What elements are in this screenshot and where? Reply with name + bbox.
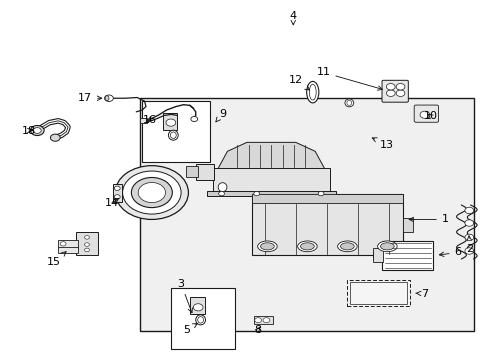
Polygon shape (217, 142, 325, 169)
Circle shape (84, 248, 89, 252)
Bar (185, 166, 198, 177)
Circle shape (33, 128, 41, 134)
Bar (58, 240, 78, 248)
Text: 12: 12 (288, 75, 309, 90)
Text: 4: 4 (289, 11, 296, 25)
Bar (58, 247, 78, 253)
Ellipse shape (260, 243, 274, 250)
Circle shape (464, 234, 473, 240)
Bar (212, 168, 329, 193)
Bar (206, 191, 335, 196)
Circle shape (263, 318, 269, 323)
Bar (76, 232, 98, 255)
Ellipse shape (377, 241, 396, 252)
Text: 2: 2 (465, 236, 472, 254)
Circle shape (114, 195, 120, 199)
Circle shape (254, 318, 261, 323)
Bar (251, 194, 402, 255)
Bar (251, 194, 402, 203)
Ellipse shape (105, 96, 109, 101)
Circle shape (131, 177, 172, 208)
Circle shape (395, 84, 404, 90)
Ellipse shape (257, 241, 277, 252)
Text: 7: 7 (415, 289, 427, 299)
Text: 6: 6 (439, 247, 461, 257)
Bar (189, 297, 204, 315)
Circle shape (193, 304, 203, 311)
Circle shape (50, 134, 60, 141)
FancyBboxPatch shape (381, 80, 407, 102)
Circle shape (30, 126, 44, 135)
Text: 11: 11 (316, 67, 382, 90)
Text: 15: 15 (46, 252, 66, 267)
FancyBboxPatch shape (413, 105, 438, 122)
Bar (373, 248, 383, 262)
Ellipse shape (344, 99, 353, 107)
Circle shape (84, 243, 89, 246)
Circle shape (114, 186, 120, 190)
Text: 10: 10 (423, 111, 437, 121)
Ellipse shape (300, 243, 314, 250)
Bar (140, 98, 473, 330)
Circle shape (218, 192, 224, 196)
Bar (162, 113, 177, 130)
Text: 14: 14 (104, 198, 119, 208)
Ellipse shape (168, 130, 178, 140)
Circle shape (318, 192, 324, 196)
Circle shape (253, 192, 259, 196)
Text: 18: 18 (22, 126, 36, 135)
Circle shape (190, 117, 197, 122)
Bar (113, 184, 122, 202)
Ellipse shape (297, 241, 317, 252)
Circle shape (464, 220, 473, 226)
Ellipse shape (340, 243, 353, 250)
Text: 17: 17 (78, 93, 102, 103)
Circle shape (395, 90, 404, 96)
Bar (382, 241, 432, 270)
Text: 1: 1 (408, 215, 448, 224)
Text: 8: 8 (254, 325, 261, 334)
Bar (140, 118, 147, 123)
Bar (349, 282, 406, 304)
Circle shape (464, 207, 473, 214)
Circle shape (386, 84, 394, 90)
Ellipse shape (218, 183, 226, 192)
Text: 16: 16 (142, 115, 156, 125)
Circle shape (419, 111, 429, 118)
Text: 13: 13 (371, 138, 393, 150)
Bar (171, 288, 234, 348)
Circle shape (104, 95, 113, 102)
Ellipse shape (306, 81, 318, 103)
Circle shape (138, 183, 165, 203)
Bar (402, 218, 412, 232)
Circle shape (60, 242, 66, 246)
Ellipse shape (195, 315, 205, 325)
Circle shape (464, 248, 473, 254)
Circle shape (115, 166, 188, 220)
Bar (254, 316, 272, 324)
Circle shape (122, 171, 181, 214)
Text: 3: 3 (177, 279, 192, 313)
Text: 9: 9 (215, 109, 225, 122)
Ellipse shape (380, 243, 393, 250)
Circle shape (165, 119, 175, 126)
Bar (195, 164, 214, 180)
Text: 5: 5 (183, 324, 197, 334)
Bar (346, 279, 409, 306)
Circle shape (84, 235, 89, 239)
Bar (142, 101, 210, 162)
Circle shape (386, 90, 394, 96)
Ellipse shape (337, 241, 356, 252)
